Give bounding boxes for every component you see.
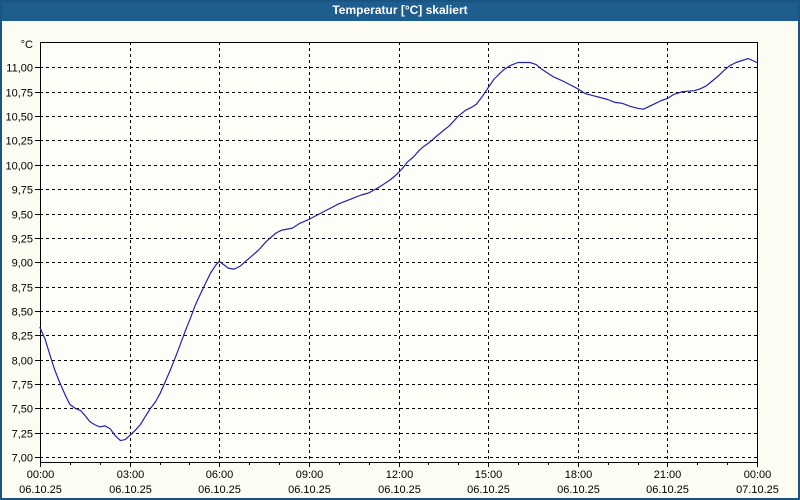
x-tick-date-label: 06.10.25 xyxy=(19,484,62,496)
x-tick-date-label: 06.10.25 xyxy=(557,484,600,496)
title-bar: Temperatur [°C] skaliert xyxy=(0,0,800,21)
y-axis-unit-label: °C xyxy=(21,39,33,51)
y-tick-label: 8,00 xyxy=(12,356,33,368)
x-tick-time-label: 15:00 xyxy=(475,469,503,481)
x-tick-date-label: 06.10.25 xyxy=(198,484,241,496)
x-tick-time-label: 06:00 xyxy=(206,469,234,481)
y-tick-label: 10,00 xyxy=(5,161,33,173)
x-tick-time-label: 21:00 xyxy=(654,469,682,481)
x-tick-time-label: 09:00 xyxy=(296,469,324,481)
y-tick-label: 10,50 xyxy=(5,112,33,124)
y-tick-label: 8,75 xyxy=(12,283,33,295)
x-tick-date-label: 06.10.25 xyxy=(288,484,331,496)
y-tick-label: 10,25 xyxy=(5,136,33,148)
x-tick-date-label: 07.10.25 xyxy=(736,484,779,496)
x-tick-time-label: 00:00 xyxy=(744,469,772,481)
y-tick-label: 7,50 xyxy=(12,404,33,416)
x-tick-time-label: 18:00 xyxy=(565,469,593,481)
plot-area xyxy=(40,42,757,462)
x-tick-time-label: 12:00 xyxy=(386,469,414,481)
plot-frame xyxy=(40,42,758,463)
x-tick-date-label: 06.10.25 xyxy=(378,484,421,496)
y-tick-label: 9,00 xyxy=(12,258,33,270)
y-tick-label: 11,00 xyxy=(6,63,33,75)
y-tick-label: 10,75 xyxy=(5,88,33,100)
x-tick-time-label: 03:00 xyxy=(117,469,145,481)
x-tick-date-label: 06.10.25 xyxy=(467,484,510,496)
y-tick-label: 9,75 xyxy=(12,185,33,197)
y-tick-label: 9,25 xyxy=(12,234,33,246)
x-tick-date-label: 06.10.25 xyxy=(109,484,152,496)
y-tick-label: 9,50 xyxy=(12,210,33,222)
y-tick-label: 7,75 xyxy=(12,380,33,392)
y-tick-label: 7,00 xyxy=(12,453,33,465)
x-tick-date-label: 06.10.25 xyxy=(646,484,689,496)
y-tick-label: 8,50 xyxy=(12,307,33,319)
window-title: Temperatur [°C] skaliert xyxy=(332,3,468,17)
temperature-series-line xyxy=(39,57,758,442)
y-tick-label: 7,25 xyxy=(12,429,33,441)
y-tick-label: 8,25 xyxy=(12,331,33,343)
x-tick-time-label: 00:00 xyxy=(27,469,55,481)
